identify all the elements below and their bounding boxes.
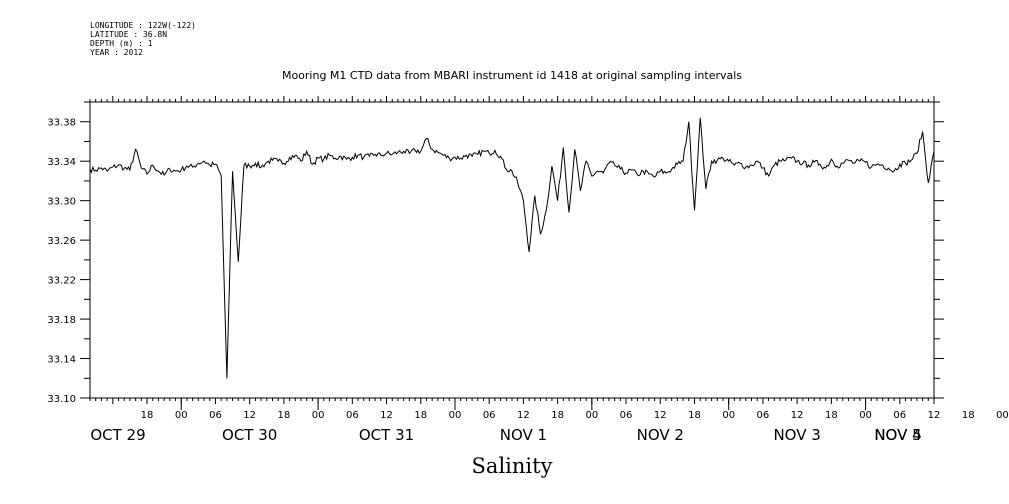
x-tick-label: 12 [243,410,256,421]
x-tick-label: 18 [688,410,701,421]
x-tick-label: 00 [585,410,598,421]
plot-frame [89,101,935,399]
x-tick-label: 06 [209,410,222,421]
x-day-label: NOV 3 [773,426,820,444]
location-metadata: LONGITUDE : 122W(-122) LATITUDE : 36.8N … [90,21,196,57]
x-tick-label: 18 [414,410,427,421]
x-tick-label: 00 [996,410,1009,421]
latitude-label: LATITUDE : 36.8N [90,30,168,39]
x-day-label: NOV 2 [637,426,684,444]
x-tick-label: 00 [175,410,188,421]
x-tick-label: 12 [380,410,393,421]
x-tick-label: 18 [962,410,975,421]
x-tick-label: 06 [483,410,496,421]
x-tick-labels: 18 00 06 12 18 00 06 12 18 00 06 12 18 00 06 12 18 00 06 12… [141,410,1009,421]
year-label: YEAR : 2012 [90,48,143,57]
y-tick-label: 33.38 [47,118,76,129]
x-day-label: NOV 5 [874,426,921,444]
x-tick-label: 18 [278,410,291,421]
x-tick-label: 06 [757,410,770,421]
x-tick-label: 12 [517,410,530,421]
x-tick-label: 00 [722,410,735,421]
y-tick-label: 33.26 [47,236,76,247]
x-tick-label: 12 [928,410,941,421]
y-tick-label: 33.22 [47,276,76,287]
x-day-label: OCT 31 [359,426,414,444]
x-tick-label: 00 [449,410,462,421]
x-day-label: NOV 4 [874,426,921,444]
x-tick-label: 06 [893,410,906,421]
depth-label: DEPTH (m) : 1 [90,39,153,48]
x-day-label: OCT 30 [222,426,277,444]
x-day-labels: OCT 29 OCT 30 OCT 31 NOV 1 NOV 2 NOV 3 NOV 4NO… [90,426,921,444]
x-tick-label: 00 [859,410,872,421]
y-tick-label: 33.14 [47,355,76,366]
x-tick-label: 06 [620,410,633,421]
x-tick-label: 12 [654,410,667,421]
x-tick-label: 18 [141,410,154,421]
x-tick-label: 06 [346,410,359,421]
x-tick-label: 12 [791,410,804,421]
x-tick-label: 18 [825,410,838,421]
y-tick-label: 33.10 [47,394,76,405]
y-tick-label: 33.18 [47,315,76,326]
chart-axes [80,96,944,410]
x-day-label: OCT 29 [90,426,145,444]
salinity-series-line [89,117,935,379]
x-tick-label: 00 [312,410,325,421]
x-tick-label: 18 [551,410,564,421]
chart-title: Mooring M1 CTD data from MBARI instrumen… [281,69,743,82]
x-axis-label: Salinity [471,454,553,478]
y-tick-label: 33.30 [47,197,76,208]
y-tick-labels: 33.10 33.14 33.18 33.22 33.26 33.30 33.34 33.38 [47,118,76,405]
longitude-label: LONGITUDE : 122W(-122) [90,21,196,30]
x-day-label: NOV 1 [500,426,547,444]
y-tick-label: 33.34 [47,157,76,168]
